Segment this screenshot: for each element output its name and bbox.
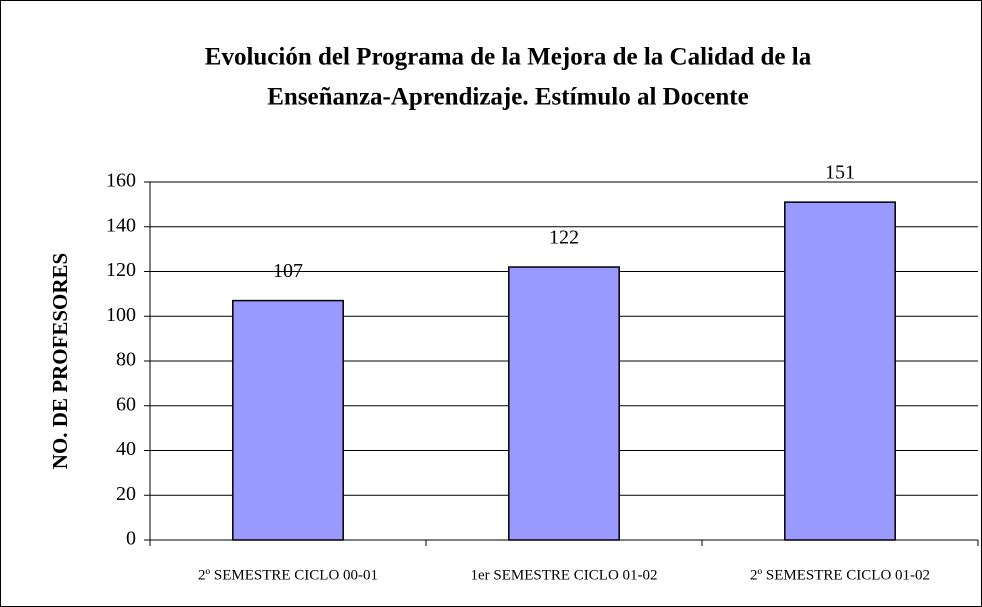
y-tick-label: 80 [116,349,136,371]
y-tick-label: 60 [116,393,136,415]
y-axis-label: NO. DE PROFESORES [48,253,72,469]
data-label: 122 [549,227,579,249]
x-tick-label: 1er SEMESTRE CICLO 01-02 [470,567,657,583]
y-tick-label: 140 [106,214,136,236]
y-tick-label: 0 [126,528,136,550]
y-tick-label: 100 [106,304,136,326]
y-tick-label: 120 [106,259,136,281]
bar [508,266,620,541]
x-tick-label: 2º SEMESTRE CICLO 01-02 [750,567,930,583]
bar [232,299,344,541]
bar [784,201,896,541]
chart-title: Enseñanza-Aprendizaje. Estímulo al Docen… [267,84,748,111]
x-tick-label: 2º SEMESTRE CICLO 00-01 [198,567,378,583]
y-tick-label: 160 [106,170,136,192]
y-tick-label: 40 [116,438,136,460]
chart-title: Evolución del Programa de la Mejora de l… [205,44,812,71]
data-label: 151 [825,162,855,184]
y-tick-label: 20 [116,483,136,505]
data-label: 107 [273,260,303,282]
